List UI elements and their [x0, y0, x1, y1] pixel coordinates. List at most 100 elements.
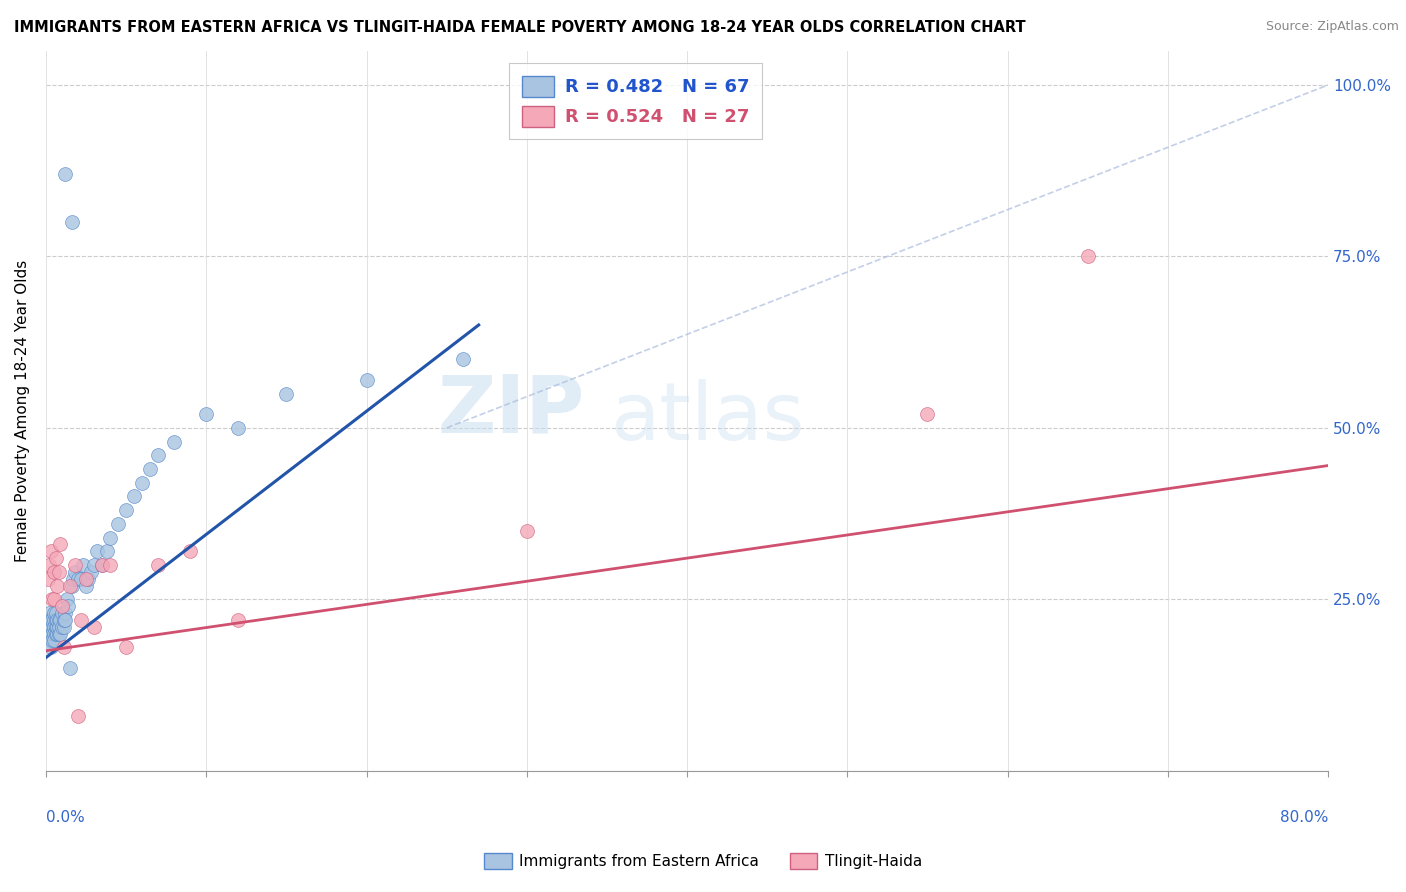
- Point: [41, 620, 63, 634]
- Point: [45, 613, 67, 627]
- Point: [38, 613, 60, 627]
- Point: [39, 626, 62, 640]
- Point: [41, 626, 63, 640]
- Point: [62, 572, 84, 586]
- Point: [451, 352, 474, 367]
- Point: [46, 613, 69, 627]
- Point: [42, 626, 65, 640]
- Point: [48, 613, 70, 627]
- Point: [66, 709, 89, 723]
- Point: [52, 613, 75, 627]
- Point: [146, 558, 169, 572]
- Legend: R = 0.482   N = 67, R = 0.524   N = 27: R = 0.482 N = 67, R = 0.524 N = 27: [509, 63, 762, 139]
- Point: [39, 620, 62, 634]
- Point: [139, 462, 162, 476]
- Point: [917, 407, 939, 421]
- Point: [122, 490, 145, 504]
- Point: [46, 620, 69, 634]
- Point: [80, 565, 103, 579]
- Point: [96, 544, 118, 558]
- Point: [45, 626, 67, 640]
- Point: [276, 386, 298, 401]
- Point: [179, 544, 201, 558]
- Y-axis label: Female Poverty Among 18-24 Year Olds: Female Poverty Among 18-24 Year Olds: [15, 260, 30, 562]
- Point: [37, 620, 59, 634]
- Point: [41, 633, 63, 648]
- Point: [45, 620, 67, 634]
- Text: 80.0%: 80.0%: [1279, 810, 1329, 825]
- Point: [516, 524, 538, 538]
- Point: [38, 626, 60, 640]
- Point: [45, 551, 67, 566]
- Point: [59, 661, 82, 675]
- Point: [91, 558, 114, 572]
- Point: [146, 448, 169, 462]
- Point: [86, 544, 108, 558]
- Point: [60, 215, 83, 229]
- Point: [98, 558, 121, 572]
- Point: [38, 633, 60, 648]
- Point: [195, 407, 218, 421]
- Point: [45, 606, 67, 620]
- Point: [37, 572, 59, 586]
- Point: [83, 558, 105, 572]
- Point: [107, 516, 129, 531]
- Point: [49, 626, 72, 640]
- Point: [48, 620, 70, 634]
- Point: [41, 613, 63, 627]
- Point: [42, 620, 65, 634]
- Point: [39, 613, 62, 627]
- Point: [75, 578, 97, 592]
- Point: [48, 626, 70, 640]
- Point: [226, 613, 249, 627]
- Point: [42, 592, 65, 607]
- Point: [39, 544, 62, 558]
- Point: [53, 606, 76, 620]
- Text: 0.0%: 0.0%: [46, 810, 84, 825]
- Point: [51, 599, 73, 614]
- Legend: Immigrants from Eastern Africa, Tlingit-Haida: Immigrants from Eastern Africa, Tlingit-…: [478, 847, 928, 875]
- Point: [39, 640, 62, 655]
- Point: [49, 537, 72, 551]
- Point: [42, 606, 65, 620]
- Point: [59, 578, 82, 592]
- Point: [41, 592, 63, 607]
- Point: [131, 475, 153, 490]
- Point: [1077, 249, 1099, 263]
- Point: [53, 613, 76, 627]
- Point: [42, 565, 65, 579]
- Text: Source: ZipAtlas.com: Source: ZipAtlas.com: [1265, 20, 1399, 33]
- Point: [75, 572, 97, 586]
- Point: [51, 606, 73, 620]
- Point: [38, 606, 60, 620]
- Point: [163, 434, 186, 449]
- Point: [70, 613, 93, 627]
- Point: [56, 592, 79, 607]
- Point: [66, 572, 89, 586]
- Point: [98, 531, 121, 545]
- Text: ZIP: ZIP: [437, 372, 585, 450]
- Point: [70, 572, 93, 586]
- Point: [52, 620, 75, 634]
- Point: [60, 578, 83, 592]
- Point: [46, 626, 69, 640]
- Point: [115, 640, 138, 655]
- Point: [91, 558, 114, 572]
- Point: [52, 640, 75, 655]
- Point: [51, 620, 73, 634]
- Point: [63, 558, 86, 572]
- Point: [76, 572, 98, 586]
- Point: [46, 578, 69, 592]
- Point: [356, 373, 378, 387]
- Point: [83, 620, 105, 634]
- Point: [72, 558, 94, 572]
- Point: [53, 167, 76, 181]
- Text: IMMIGRANTS FROM EASTERN AFRICA VS TLINGIT-HAIDA FEMALE POVERTY AMONG 18-24 YEAR : IMMIGRANTS FROM EASTERN AFRICA VS TLINGI…: [14, 20, 1026, 35]
- Point: [37, 626, 59, 640]
- Point: [58, 599, 80, 614]
- Point: [48, 565, 70, 579]
- Point: [49, 613, 72, 627]
- Point: [226, 421, 249, 435]
- Point: [37, 613, 59, 627]
- Point: [42, 633, 65, 648]
